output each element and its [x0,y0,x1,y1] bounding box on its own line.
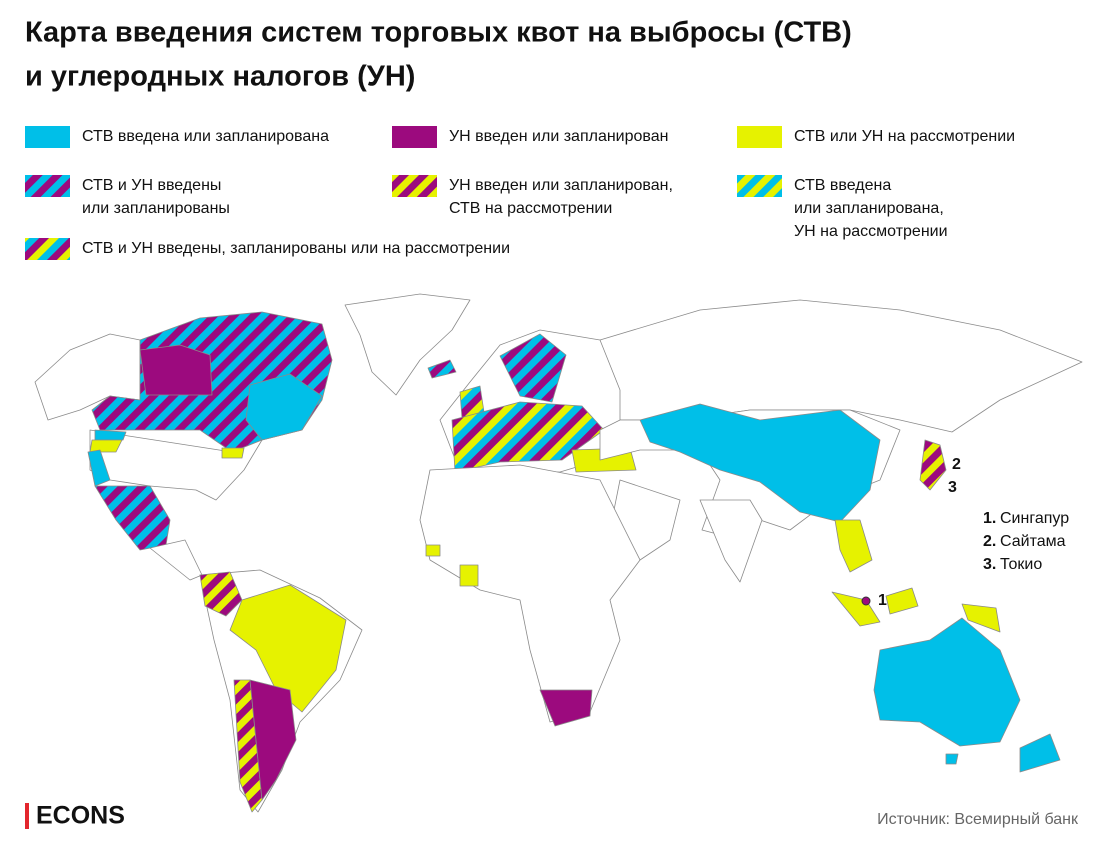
brand: ECONS [36,802,125,830]
scandinavia [499,333,567,403]
map-marker: 1 [878,592,887,609]
legend-swatch [737,175,782,197]
new-zealand [1019,733,1061,773]
legend-swatch [737,126,782,148]
legend-label: или запланированы [82,200,230,217]
greenland [344,293,471,396]
legend-swatch [392,175,437,197]
legend-label: УН введен или запланирован, [449,177,673,194]
legend-swatch [25,126,70,148]
us-state [94,429,127,441]
legend: СТВ введена или запланирована УН введен и… [25,126,1015,260]
us-state [221,447,245,459]
legend-label: или запланирована, [794,200,944,217]
annotation-number: 2. [983,533,996,550]
central-america [149,539,203,581]
canada-region [245,373,323,441]
argentina [249,679,297,801]
legend-label: СТВ на рассмотрении [449,200,612,217]
map-marker: 2 [952,456,961,473]
map-marker: 3 [948,479,957,496]
brazil [229,584,347,713]
mexico [94,485,171,551]
indonesia [885,587,919,615]
indonesia [961,603,1001,633]
legend-swatch [25,175,70,197]
annotation-label: Сайтама [1000,533,1066,550]
title-line: и углеродных налогов (УН) [25,61,415,93]
india [699,499,763,583]
indonesia [831,591,881,627]
africa [419,464,641,723]
arabia [613,479,681,561]
us-state [87,449,111,487]
title-line: Карта введения систем торговых квот на в… [25,17,852,49]
world-map [34,293,1083,813]
legend-label: СТВ введена или запланирована [82,128,329,145]
japan [919,439,947,491]
tasmania [945,753,959,765]
source: Источник: Всемирный банк [877,811,1079,828]
ivory-coast [459,564,479,587]
annotation-number: 3. [983,556,996,573]
southeast-asia [834,519,873,573]
south-africa [539,689,593,727]
legend-label: СТВ введена [794,177,891,194]
australia [873,617,1021,747]
legend-swatch [25,238,70,260]
legend-label: УН введен или запланирован [449,128,668,145]
legend-label: СТВ и УН введены, запланированы или на р… [82,240,510,257]
iceland [427,359,457,379]
brand-bar [25,803,29,829]
legend-swatch [392,126,437,148]
chile [233,679,263,813]
annotation-number: 1. [983,510,996,527]
annotation-label: Сингапур [1000,510,1069,527]
senegal [425,544,441,557]
singapore-dot [861,596,871,606]
annotation-label: Токио [1000,556,1042,573]
colombia [199,571,243,617]
legend-label: УН на рассмотрении [794,223,948,240]
legend-label: СТВ и УН введены [82,177,221,194]
canada-region [139,344,213,396]
us-state [89,439,123,453]
legend-label: СТВ или УН на рассмотрении [794,128,1015,145]
